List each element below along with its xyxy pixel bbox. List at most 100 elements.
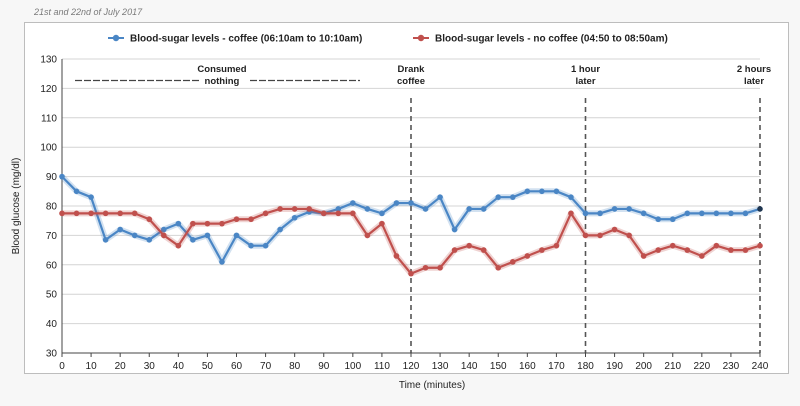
data-point [379,210,385,217]
data-point [204,220,211,227]
annotation-label: 2 hours later [737,64,771,87]
data-point [131,210,138,217]
data-point [102,210,109,217]
x-axis-title: Time (minutes) [399,380,465,391]
data-point [233,232,240,239]
data-point [364,232,371,239]
x-tick-label: 30 [144,361,156,372]
data-point [757,242,763,249]
data-point [568,210,574,217]
data-point [262,242,269,249]
data-point [480,206,487,212]
x-tick-label: 20 [115,361,127,372]
data-point [233,216,240,223]
data-point [117,210,123,217]
data-point [699,210,705,217]
data-point [597,210,603,217]
data-point [451,247,458,253]
data-point [248,216,254,223]
y-tick-label: 70 [46,231,58,242]
x-tick-label: 210 [664,361,681,372]
data-point [88,210,94,217]
data-point [539,188,545,195]
data-point [480,247,487,253]
event-markers [410,98,761,353]
y-tick-label: 50 [46,290,58,301]
data-point [524,253,531,259]
data-point [539,247,545,253]
data-point [408,270,414,277]
data-point [393,253,400,259]
x-tick-label: 100 [344,361,361,372]
data-point [146,237,153,243]
data-point [611,206,618,212]
x-tick-label: 110 [374,361,390,372]
y-tick-labels: 30 40 50 60 70 80 90 100 110 120 130 [40,55,57,360]
data-point [684,247,691,253]
x-tick-label: 160 [519,361,536,372]
data-point [190,220,196,227]
data-point [742,247,749,253]
data-point [422,264,429,271]
data-point [277,206,283,212]
data-point [699,253,705,259]
annotation-label: 1 hour later [571,64,600,87]
data-point [393,200,400,206]
y-tick-label: 100 [40,143,57,154]
data-point [306,206,313,212]
y-axis-title: Blood glucose (mg/dl) [11,158,22,255]
data-point [117,226,123,233]
data-point [262,210,269,217]
data-point [379,220,385,227]
x-tick-label: 80 [289,361,301,372]
x-tick-label: 230 [723,361,740,372]
data-point [669,242,676,249]
data-point [582,210,589,217]
data-point [568,194,574,200]
data-point [350,210,356,217]
legend-item-no-coffee: Blood-sugar levels - no coffee (04:50 to… [413,34,668,45]
data-point [713,242,720,249]
x-tick-label: 240 [752,361,769,372]
data-point [335,206,342,212]
data-point [190,237,196,243]
data-point [640,253,647,259]
data-point [582,232,589,239]
data-point [408,200,414,206]
data-point [553,188,560,195]
data-point [73,210,80,217]
data-point [291,214,298,221]
data-point [219,220,225,227]
legend: Blood-sugar levels - coffee (06:10am to … [108,34,668,45]
data-point [335,210,342,217]
data-point [553,242,560,249]
data-point [713,210,720,217]
data-point [640,210,647,217]
chart-caption: 21st and 22nd of July 2017 [34,7,143,17]
x-tick-label: 120 [403,361,420,372]
data-point [495,194,502,200]
y-tick-label: 130 [40,55,57,66]
y-tick-label: 60 [46,260,58,271]
x-tick-label: 130 [432,361,449,372]
data-point [422,206,429,212]
x-tick-label: 170 [548,361,565,372]
legend-swatch-marker [112,34,120,42]
y-tick-label: 80 [46,202,58,213]
x-tick-label: 220 [693,361,710,372]
data-point [524,188,531,195]
data-point [509,259,516,265]
data-series [59,173,763,277]
data-point [437,194,443,200]
x-tick-label: 70 [260,361,272,372]
data-point [364,206,371,212]
data-point [669,216,676,223]
data-point [175,242,182,249]
x-tick-label: 50 [202,361,214,372]
data-point [655,247,662,253]
data-point [88,194,94,200]
legend-swatch-marker [417,34,425,42]
y-tick-label: 90 [46,172,58,183]
annotation-label: Consumed nothing [197,64,246,87]
